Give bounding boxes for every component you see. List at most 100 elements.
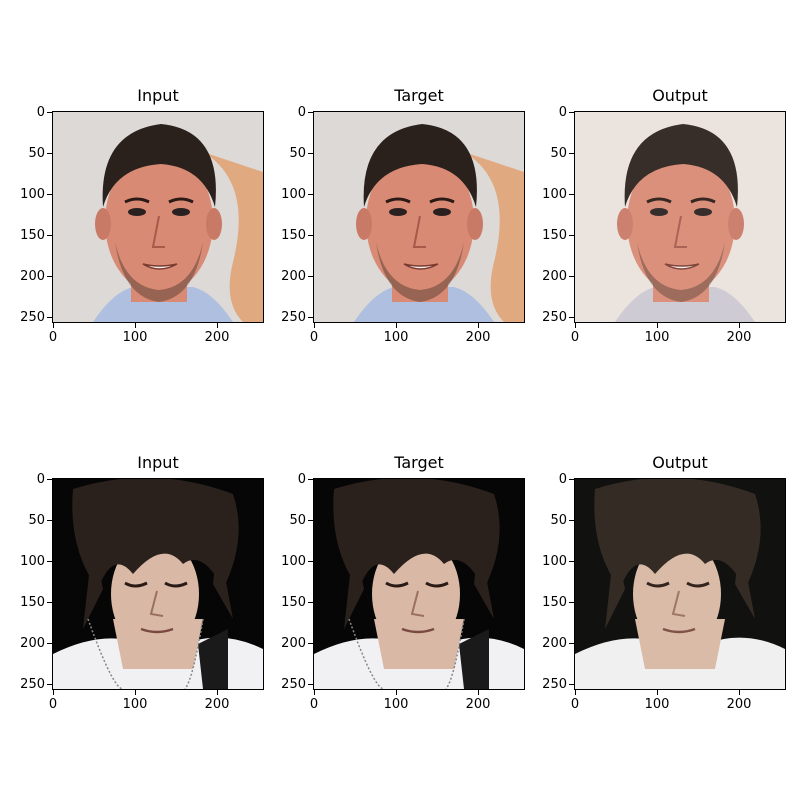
x-tick-label: 200 — [465, 697, 491, 712]
y-tick-label: 50 — [550, 513, 567, 529]
beard — [376, 242, 464, 302]
y-tick-label: 0 — [558, 472, 567, 487]
x-tick-label: 200 — [204, 330, 230, 345]
x-tick — [135, 690, 137, 695]
ear-right — [728, 208, 744, 240]
ear-left — [95, 208, 111, 240]
y-tick-label: 50 — [289, 146, 306, 162]
eye-left — [650, 208, 668, 216]
y-tick-label: 200 — [281, 636, 306, 652]
necklace-left — [87, 618, 124, 689]
ear-right — [206, 208, 222, 240]
image-axes — [574, 111, 786, 323]
y-tick — [308, 194, 313, 196]
y-tick — [308, 112, 313, 113]
x-tick-label: 0 — [48, 697, 58, 712]
y-tick-label: 250 — [542, 310, 567, 326]
y-tick — [308, 602, 313, 604]
eye-right — [686, 581, 710, 588]
mouth — [664, 263, 700, 270]
brow-right — [168, 197, 194, 204]
x-tick — [396, 323, 398, 328]
x-tick — [739, 690, 741, 695]
panel-title: Output — [652, 453, 708, 472]
x-tick — [217, 323, 219, 328]
hair — [333, 479, 500, 589]
necklace-right — [445, 618, 465, 689]
ear-right — [467, 208, 483, 240]
y-tick — [308, 520, 313, 522]
shirt — [615, 287, 755, 322]
y-tick — [308, 561, 313, 563]
y-tick — [308, 643, 313, 645]
x-tick — [657, 323, 659, 328]
nose — [673, 215, 687, 248]
eye-right — [433, 208, 451, 216]
hair-strand-left — [83, 539, 103, 629]
y-tick — [47, 276, 52, 278]
shirt — [93, 287, 233, 322]
x-tick — [396, 690, 398, 695]
y-tick-label: 150 — [20, 595, 45, 611]
shirt — [354, 287, 494, 322]
face-image — [314, 112, 524, 322]
y-tick-label: 0 — [297, 472, 306, 487]
eye-left — [128, 208, 146, 216]
eye-right — [425, 581, 449, 588]
y-tick — [47, 153, 52, 155]
y-tick-label: 250 — [20, 677, 45, 693]
y-tick-label: 150 — [542, 595, 567, 611]
face-image — [575, 479, 785, 689]
panel-title: Input — [137, 453, 179, 472]
y-tick-label: 100 — [281, 554, 306, 570]
mouth — [662, 627, 696, 634]
brow-left — [124, 197, 150, 204]
y-tick — [569, 602, 574, 604]
brow-left — [646, 197, 672, 204]
eye-right — [164, 581, 188, 588]
eye-right — [172, 208, 190, 216]
hair-strand-right — [213, 539, 233, 619]
panel-title: Input — [137, 86, 179, 105]
x-tick — [53, 323, 54, 328]
y-tick — [47, 602, 52, 604]
x-tick — [478, 690, 480, 695]
y-tick — [569, 235, 574, 237]
x-tick-label: 100 — [122, 330, 148, 345]
y-tick-label: 50 — [28, 146, 45, 162]
ear-left — [617, 208, 633, 240]
strap — [198, 629, 228, 689]
mouth — [401, 627, 435, 634]
x-tick — [739, 323, 741, 328]
y-tick-label: 100 — [281, 187, 306, 203]
face — [105, 150, 213, 294]
x-tick-label: 0 — [309, 330, 319, 345]
x-tick-label: 200 — [465, 330, 491, 345]
necklace-right — [184, 618, 204, 689]
hair — [594, 479, 761, 589]
y-tick — [569, 561, 574, 563]
y-tick-label: 200 — [20, 636, 45, 652]
x-tick-label: 100 — [644, 330, 670, 345]
beard — [115, 242, 203, 302]
x-tick — [575, 323, 576, 328]
mouth — [140, 627, 174, 634]
brow-left — [385, 197, 411, 204]
y-tick — [47, 643, 52, 645]
brow-right — [429, 197, 455, 204]
y-tick — [47, 479, 52, 480]
banner-shadow — [464, 152, 524, 322]
y-tick-label: 50 — [550, 146, 567, 162]
hair-strand-left — [344, 539, 364, 629]
face — [627, 150, 735, 294]
x-tick — [314, 690, 315, 695]
y-tick-label: 150 — [542, 228, 567, 244]
y-tick-label: 100 — [20, 187, 45, 203]
x-tick-label: 0 — [570, 697, 580, 712]
x-tick — [478, 323, 480, 328]
eye-right — [694, 208, 712, 216]
y-tick-label: 0 — [297, 105, 306, 120]
y-tick-label: 100 — [542, 187, 567, 203]
panel-title: Output — [652, 86, 708, 105]
necklace-left — [348, 618, 385, 689]
